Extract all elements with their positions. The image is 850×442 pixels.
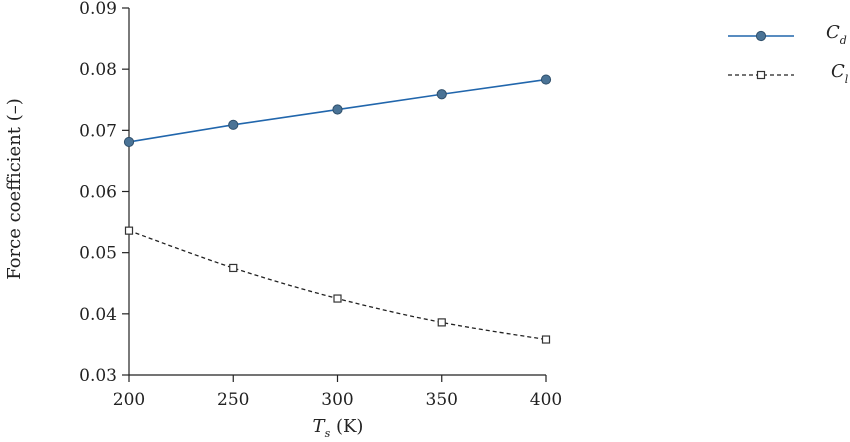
- series-Cl-point-3: [437, 318, 446, 327]
- series-Cd-point-2: [332, 104, 343, 115]
- x-tick-label-3: 350: [426, 390, 458, 410]
- legend-marker-1: [756, 70, 766, 80]
- x-axis-title-main: T: [313, 416, 327, 437]
- series-Cd-point-3: [436, 89, 447, 100]
- series-Cd-point-0: [123, 136, 135, 148]
- y-tick-label-5: 0.08: [79, 60, 117, 80]
- y-tick-label-3: 0.06: [79, 183, 117, 203]
- legend-label-1: Cl: [831, 61, 849, 86]
- series-Cd-point-1: [228, 119, 239, 130]
- series-Cl-point-1: [229, 263, 238, 273]
- x-axis-title: Ts (K): [313, 416, 364, 440]
- legend: Cd Cl: [728, 22, 849, 86]
- series-Cl-point-2: [333, 294, 342, 303]
- x-tick-label-1: 250: [217, 390, 249, 410]
- y-tick-label-1: 0.04: [79, 305, 117, 325]
- legend-label-0: Cd: [826, 22, 847, 47]
- axes: 0.03 0.04 0.05 0.06 0.07 0.08 0.09 200 250 300 350…: [79, 0, 562, 410]
- x-axis-title-subscript: s: [325, 427, 331, 440]
- y-axis-title: Force coefficient (–): [4, 98, 25, 280]
- series-Cl-point-0: [124, 226, 134, 235]
- series-Cd-point-4: [540, 74, 552, 85]
- series-Cl-point-4: [541, 335, 551, 344]
- legend-marker-0: [755, 30, 767, 42]
- y-tick-label-6: 0.09: [79, 0, 117, 19]
- y-tick-label-2: 0.05: [79, 244, 117, 264]
- series-Cl-line: [128, 230, 547, 341]
- x-axis-title-unit: (K): [330, 416, 363, 437]
- x-tick-label-2: 300: [321, 390, 353, 410]
- x-tick-label-4: 400: [530, 390, 562, 410]
- x-tick-label-0: 200: [113, 390, 145, 410]
- y-tick-label-4: 0.07: [79, 121, 117, 141]
- y-tick-label-0: 0.03: [79, 366, 117, 386]
- series-layer: [123, 74, 552, 344]
